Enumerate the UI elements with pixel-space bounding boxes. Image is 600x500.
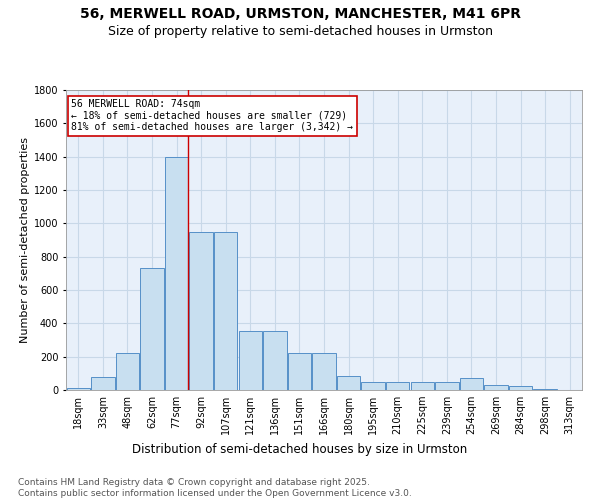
Bar xyxy=(116,354,139,390)
Bar xyxy=(313,354,335,390)
Bar xyxy=(91,376,115,390)
Bar xyxy=(435,382,458,390)
Text: 56 MERWELL ROAD: 74sqm
← 18% of semi-detached houses are smaller (729)
81% of se: 56 MERWELL ROAD: 74sqm ← 18% of semi-det… xyxy=(71,99,353,132)
Bar xyxy=(239,331,262,390)
Bar xyxy=(190,232,213,390)
Y-axis label: Number of semi-detached properties: Number of semi-detached properties xyxy=(20,137,29,343)
Bar xyxy=(337,376,360,390)
Bar xyxy=(263,331,287,390)
Bar xyxy=(484,385,508,390)
Text: 56, MERWELL ROAD, URMSTON, MANCHESTER, M41 6PR: 56, MERWELL ROAD, URMSTON, MANCHESTER, M… xyxy=(79,8,521,22)
Text: Contains HM Land Registry data © Crown copyright and database right 2025.
Contai: Contains HM Land Registry data © Crown c… xyxy=(18,478,412,498)
Text: Distribution of semi-detached houses by size in Urmston: Distribution of semi-detached houses by … xyxy=(133,442,467,456)
Bar xyxy=(533,389,557,390)
Bar xyxy=(67,388,90,390)
Bar xyxy=(460,378,483,390)
Bar xyxy=(214,232,238,390)
Bar xyxy=(165,156,188,390)
Bar xyxy=(386,382,409,390)
Bar xyxy=(140,268,164,390)
Text: Size of property relative to semi-detached houses in Urmston: Size of property relative to semi-detach… xyxy=(107,25,493,38)
Bar xyxy=(361,382,385,390)
Bar xyxy=(410,382,434,390)
Bar xyxy=(509,386,532,390)
Bar xyxy=(288,354,311,390)
